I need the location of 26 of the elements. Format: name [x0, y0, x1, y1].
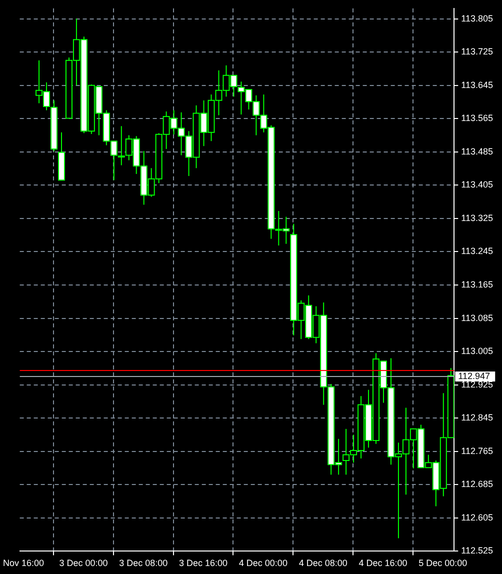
y-tick-label: 112.525	[461, 546, 494, 556]
y-tick-label: 112.685	[461, 479, 494, 490]
y-tick-label: 113.325	[461, 212, 494, 223]
x-tick-label: 4 Dec 08:00	[298, 558, 348, 568]
y-tick-label: 113.405	[461, 180, 494, 190]
x-tick-label: 3 Dec 16:00	[179, 558, 228, 568]
y-tick-label: 113.805	[461, 13, 494, 24]
y-tick-label: 113.725	[461, 46, 494, 57]
x-tick-label: 4 Dec 00:00	[238, 558, 288, 568]
x-tick-label: Nov 16:00	[3, 558, 44, 568]
y-tick-label: 113.085	[461, 312, 494, 323]
x-tick-label: 3 Dec 08:00	[119, 558, 168, 568]
y-tick-label: 113.485	[461, 146, 494, 156]
y-tick-label: 113.005	[461, 346, 494, 356]
x-tick-label: 4 Dec 16:00	[358, 558, 408, 568]
y-tick-label: 112.605	[461, 512, 494, 522]
ref-line-label: 112.947	[458, 370, 490, 381]
y-tick-label: 113.245	[461, 246, 494, 256]
x-tick-label: 3 Dec 00:00	[59, 558, 108, 568]
y-tick-label: 113.565	[461, 113, 494, 124]
y-tick-label: 112.765	[461, 446, 494, 456]
x-tick-label: 5 Dec 00:00	[418, 558, 468, 568]
y-tick-label: 112.845	[461, 412, 494, 423]
y-tick-label: 113.645	[461, 80, 494, 90]
y-tick-label: 112.925	[461, 379, 494, 390]
y-tick-label: 113.165	[461, 279, 494, 290]
